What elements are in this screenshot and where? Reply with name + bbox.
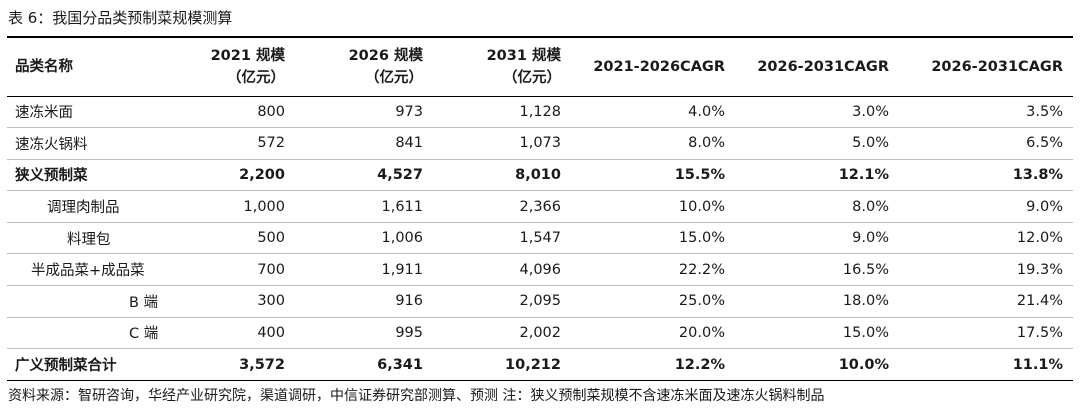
cell-size-2021: 300 bbox=[257, 293, 285, 310]
cell-cagr-2021-2026: 20.0% bbox=[678, 324, 725, 341]
table-row: 料理包 500 1,006 1,547 15.0% 9.0% 12.0% bbox=[7, 222, 1073, 254]
table-row: 速冻米面 800 973 1,128 4.0% 3.0% 3.5% bbox=[7, 96, 1073, 128]
cell-cagr-2026-2031-a: 9.0% bbox=[852, 230, 889, 247]
cell-size-2026: 916 bbox=[395, 293, 423, 310]
cell-size-2031: 4,096 bbox=[519, 261, 561, 278]
cell-size-2026: 1,911 bbox=[381, 261, 423, 278]
cell-size-2021: 572 bbox=[257, 135, 285, 152]
cell-cagr-2026-2031-a: 3.0% bbox=[852, 103, 889, 120]
table-row: 狭义预制菜 2,200 4,527 8,010 15.5% 12.1% 13.8% bbox=[7, 159, 1073, 191]
cell-size-2026: 1,006 bbox=[381, 230, 423, 247]
row-label: C 端 bbox=[129, 326, 159, 343]
cell-cagr-2021-2026: 10.0% bbox=[678, 198, 725, 215]
table-row: C 端 400 995 2,002 20.0% 15.0% 17.5% bbox=[7, 317, 1073, 349]
table-row: 调理肉制品 1,000 1,611 2,366 10.0% 8.0% 9.0% bbox=[7, 191, 1073, 223]
cell-size-2026: 6,341 bbox=[377, 356, 423, 373]
cell-size-2026: 973 bbox=[395, 103, 423, 120]
cell-size-2026: 841 bbox=[395, 135, 423, 152]
cell-size-2031: 2,002 bbox=[519, 324, 561, 341]
cell-cagr-2026-2031-b: 6.5% bbox=[1026, 135, 1063, 152]
row-label: B 端 bbox=[129, 294, 159, 311]
table-body: 速冻米面 800 973 1,128 4.0% 3.0% 3.5% 速冻火锅料 572 841 1,… bbox=[7, 96, 1073, 381]
row-label: 料理包 bbox=[67, 231, 111, 248]
row-label: 广义预制菜合计 bbox=[15, 358, 117, 375]
cell-size-2021: 3,572 bbox=[239, 356, 285, 373]
cell-size-2021: 2,200 bbox=[239, 166, 285, 183]
cell-cagr-2026-2031-b: 21.4% bbox=[1016, 293, 1063, 310]
cell-cagr-2021-2026: 8.0% bbox=[688, 135, 725, 152]
cell-cagr-2026-2031-a: 5.0% bbox=[852, 135, 889, 152]
cell-cagr-2021-2026: 15.0% bbox=[678, 230, 725, 247]
cell-cagr-2021-2026: 22.2% bbox=[678, 261, 725, 278]
cell-cagr-2026-2031-b: 12.0% bbox=[1016, 230, 1063, 247]
row-label: 速冻米面 bbox=[15, 105, 73, 122]
header-size-2021: 2021 规模 （亿元） bbox=[210, 47, 285, 86]
cell-size-2021: 400 bbox=[257, 324, 285, 341]
cell-size-2021: 1,000 bbox=[243, 198, 285, 215]
cell-cagr-2026-2031-b: 9.0% bbox=[1026, 198, 1063, 215]
source-note: 资料来源：智研咨询，华经产业研究院，渠道调研，中信证券研究部测算、预测 注：狭义… bbox=[8, 388, 825, 404]
header-size-2031: 2031 规模 （亿元） bbox=[486, 47, 561, 86]
cell-size-2031: 8,010 bbox=[515, 166, 561, 183]
cell-cagr-2026-2031-a: 8.0% bbox=[852, 198, 889, 215]
cell-size-2031: 2,095 bbox=[519, 293, 561, 310]
cell-size-2026: 1,611 bbox=[381, 198, 423, 215]
cell-cagr-2026-2031-a: 18.0% bbox=[842, 293, 889, 310]
market-size-table: 品类名称 2021 规模 （亿元） 2026 规模 （亿元） 2031 规模 （亿元） 202… bbox=[7, 36, 1073, 381]
header-cagr-2026-2031-b: 2026-2031CAGR bbox=[931, 58, 1063, 75]
cell-cagr-2026-2031-a: 10.0% bbox=[838, 356, 889, 373]
cell-size-2031: 10,212 bbox=[505, 356, 561, 373]
cell-size-2031: 1,073 bbox=[519, 135, 561, 152]
header-row: 品类名称 2021 规模 （亿元） 2026 规模 （亿元） 2031 规模 （亿元） 202… bbox=[7, 37, 1073, 96]
cell-size-2031: 1,547 bbox=[519, 230, 561, 247]
table-row: 半成品菜+成品菜 700 1,911 4,096 22.2% 16.5% 19.3% bbox=[7, 254, 1073, 286]
row-label: 调理肉制品 bbox=[47, 200, 120, 217]
table-row: 速冻火锅料 572 841 1,073 8.0% 5.0% 6.5% bbox=[7, 128, 1073, 160]
cell-size-2021: 800 bbox=[257, 103, 285, 120]
cell-cagr-2021-2026: 4.0% bbox=[688, 103, 725, 120]
row-label: 狭义预制菜 bbox=[15, 168, 88, 185]
cell-cagr-2021-2026: 12.2% bbox=[674, 356, 725, 373]
cell-size-2031: 2,366 bbox=[519, 198, 561, 215]
header-cagr-2021-2026: 2021-2026CAGR bbox=[593, 58, 725, 75]
cell-size-2021: 500 bbox=[257, 230, 285, 247]
table-header: 品类名称 2021 规模 （亿元） 2026 规模 （亿元） 2031 规模 （亿元） 202… bbox=[7, 37, 1073, 96]
cell-size-2021: 700 bbox=[257, 261, 285, 278]
cell-cagr-2026-2031-b: 13.8% bbox=[1012, 166, 1063, 183]
cell-cagr-2026-2031-a: 12.1% bbox=[838, 166, 889, 183]
cell-cagr-2026-2031-a: 15.0% bbox=[842, 324, 889, 341]
header-size-2026: 2026 规模 （亿元） bbox=[348, 47, 423, 86]
cell-cagr-2026-2031-a: 16.5% bbox=[842, 261, 889, 278]
header-cagr-2026-2031-a: 2026-2031CAGR bbox=[757, 58, 889, 75]
cell-cagr-2026-2031-b: 3.5% bbox=[1026, 103, 1063, 120]
table-row: 广义预制菜合计 3,572 6,341 10,212 12.2% 10.0% 11.1% bbox=[7, 349, 1073, 381]
cell-size-2026: 995 bbox=[395, 324, 423, 341]
cell-cagr-2026-2031-b: 11.1% bbox=[1012, 356, 1063, 373]
cell-cagr-2026-2031-b: 17.5% bbox=[1016, 324, 1063, 341]
row-label: 速冻火锅料 bbox=[15, 136, 88, 153]
cell-size-2026: 4,527 bbox=[377, 166, 423, 183]
header-category: 品类名称 bbox=[15, 58, 73, 75]
cell-cagr-2021-2026: 15.5% bbox=[674, 166, 725, 183]
row-label: 半成品菜+成品菜 bbox=[31, 263, 145, 280]
table-caption: 表 6：我国分品类预制菜规模测算 bbox=[8, 9, 233, 27]
cell-cagr-2026-2031-b: 19.3% bbox=[1016, 261, 1063, 278]
table-row: B 端 300 916 2,095 25.0% 18.0% 21.4% bbox=[7, 286, 1073, 318]
cell-size-2031: 1,128 bbox=[519, 103, 561, 120]
cell-cagr-2021-2026: 25.0% bbox=[678, 293, 725, 310]
